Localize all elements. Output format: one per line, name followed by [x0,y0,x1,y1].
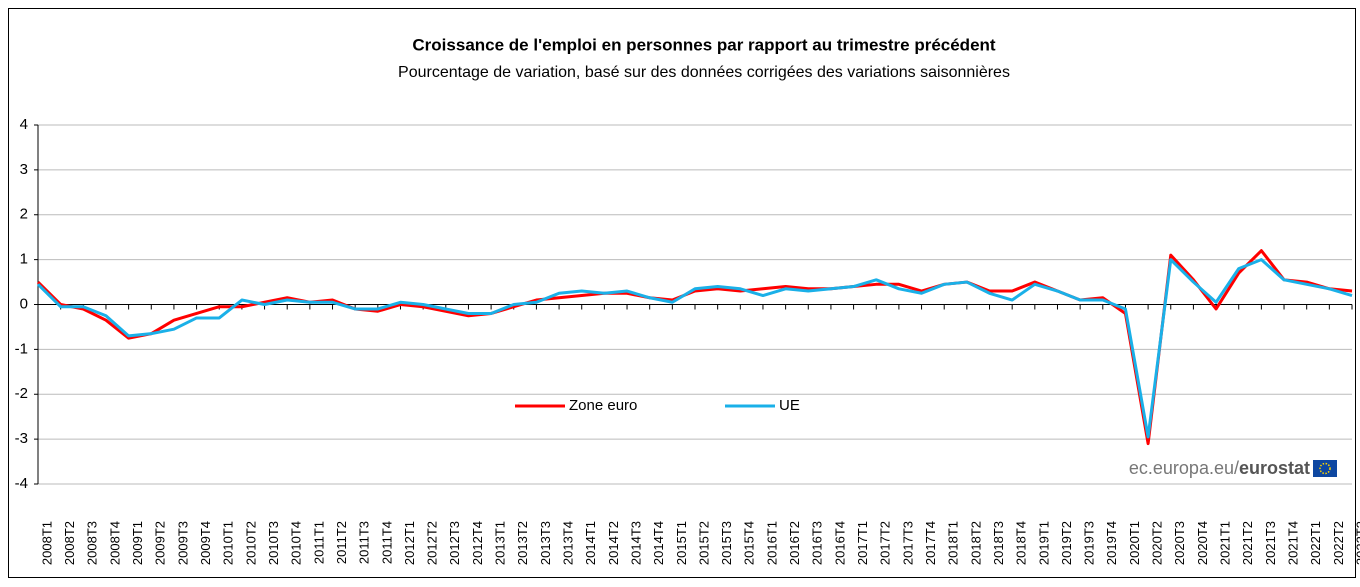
x-tick-label: 2013T1 [493,521,508,565]
x-tick-label: 2017T4 [923,521,938,565]
x-tick-label: 2012T3 [447,521,462,565]
x-tick-label: 2011T1 [311,521,326,564]
x-tick-label: 2014T1 [583,521,598,565]
series-line [36,258,1353,439]
x-tick-label: 2015T2 [696,521,711,565]
x-tick-label: 2016T3 [810,521,825,565]
y-tick-label: 0 [20,295,28,312]
chart-title: Croissance de l'emploi en personnes par … [412,35,996,54]
x-tick-label: 2012T1 [402,521,417,565]
x-tick-label: 2019T2 [1059,521,1074,565]
x-tick-label: 2014T3 [628,521,643,565]
x-tick-label: 2008T3 [85,521,100,565]
chart-border [8,8,1356,578]
y-tick-label: 3 [20,161,28,178]
x-tick-label: 2017T1 [855,521,870,565]
x-tick-label: 2018T1 [946,521,961,565]
x-tick-label: 2008T2 [62,521,77,565]
chart-subtitle: Pourcentage de variation, basé sur des d… [398,64,1010,81]
x-tick-label: 2010T1 [221,521,236,565]
x-tick-label: 2012T2 [425,521,440,565]
x-tick-label: 2019T3 [1082,521,1097,565]
y-tick-label: -2 [15,385,28,402]
x-tick-label: 2018T3 [991,521,1006,565]
x-tick-label: 2018T4 [1014,521,1029,565]
legend-label: Zone euro [569,397,637,414]
x-tick-label: 2017T3 [900,521,915,565]
y-tick-label: 1 [20,251,28,268]
eu-stars [1319,462,1331,475]
eu-flag [1313,460,1337,477]
watermark: ec.europa.eu/eurostat [1129,458,1310,478]
x-tick-label: 2016T1 [764,521,779,565]
x-tick-label: 2015T4 [742,521,757,565]
y-tick-label: -4 [15,475,28,492]
x-tick-label: 2014T2 [606,521,621,565]
x-tick-label: 2020T1 [1127,521,1142,565]
x-tick-label: 2014T4 [651,521,666,565]
x-tick-label: 2021T4 [1285,521,1300,565]
x-tick-label: 2009T3 [175,521,190,565]
x-tick-label: 2010T2 [243,521,258,565]
watermark-brand: eurostat [1239,458,1310,478]
x-tick-label: 2012T4 [470,521,485,565]
x-tick-label: 2013T3 [538,521,553,565]
x-tick-label: 2021T2 [1240,521,1255,565]
x-tick-label: 2022T1 [1308,521,1323,565]
x-tick-label: 2009T2 [153,521,168,565]
x-tick-label: 2016T4 [832,521,847,565]
x-tick-label: 2009T4 [198,521,213,565]
x-tick-label: 2018T2 [968,521,983,565]
x-tick-label: 2008T4 [107,521,122,565]
x-tick-label: 2020T3 [1172,521,1187,565]
x-tick-label: 2022T3 [1353,521,1360,565]
x-tick-label: 2010T3 [266,521,281,565]
legend-label: UE [779,397,800,414]
watermark-site: ec.europa.eu/ [1129,458,1239,478]
x-tick-label: 2020T2 [1150,521,1165,565]
x-tick-label: 2019T4 [1104,521,1119,565]
x-tick-label: 2013T4 [561,521,576,565]
y-tick-label: -3 [15,430,28,447]
x-tick-label: 2016T2 [787,521,802,565]
y-tick-label: 2 [20,206,28,223]
x-tick-label: 2015T1 [674,521,689,565]
x-tick-label: 2022T2 [1331,521,1346,565]
y-tick-label: 4 [20,116,28,133]
x-tick-label: 2015T3 [719,521,734,565]
x-tick-label: 2011T3 [357,521,372,564]
x-tick-label: 2019T1 [1036,521,1051,565]
x-tick-label: 2017T2 [878,521,893,565]
x-tick-label: 2021T3 [1263,521,1278,565]
x-tick-label: 2010T4 [289,521,304,565]
x-tick-label: 2013T2 [515,521,530,565]
x-tick-label: 2021T1 [1218,521,1233,565]
x-tick-label: 2011T4 [379,521,394,564]
y-tick-label: -1 [15,340,28,357]
x-tick-label: 2008T1 [39,521,54,565]
x-tick-label: 2009T1 [130,521,145,565]
x-tick-label: 2020T4 [1195,521,1210,565]
x-tick-label: 2011T2 [334,521,349,564]
